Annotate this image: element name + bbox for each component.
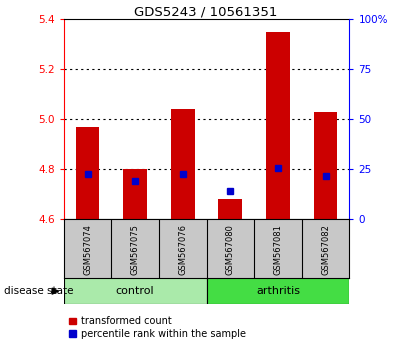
Legend: transformed count, percentile rank within the sample: transformed count, percentile rank withi… xyxy=(69,316,246,339)
Bar xyxy=(123,170,147,219)
Bar xyxy=(206,278,349,304)
Text: GDS5243 / 10561351: GDS5243 / 10561351 xyxy=(134,5,277,18)
Text: arthritis: arthritis xyxy=(256,286,300,296)
Bar xyxy=(314,112,337,219)
Bar xyxy=(64,278,206,304)
Text: GSM567076: GSM567076 xyxy=(178,224,187,275)
Text: GSM567074: GSM567074 xyxy=(83,224,92,275)
Text: control: control xyxy=(116,286,155,296)
Text: GSM567075: GSM567075 xyxy=(131,224,140,275)
Bar xyxy=(218,200,242,219)
Text: GSM567081: GSM567081 xyxy=(273,224,282,275)
Bar xyxy=(171,109,195,219)
Text: GSM567080: GSM567080 xyxy=(226,224,235,275)
Text: GSM567082: GSM567082 xyxy=(321,224,330,275)
Bar xyxy=(76,127,99,219)
Bar xyxy=(266,32,290,219)
Text: disease state: disease state xyxy=(4,286,74,296)
